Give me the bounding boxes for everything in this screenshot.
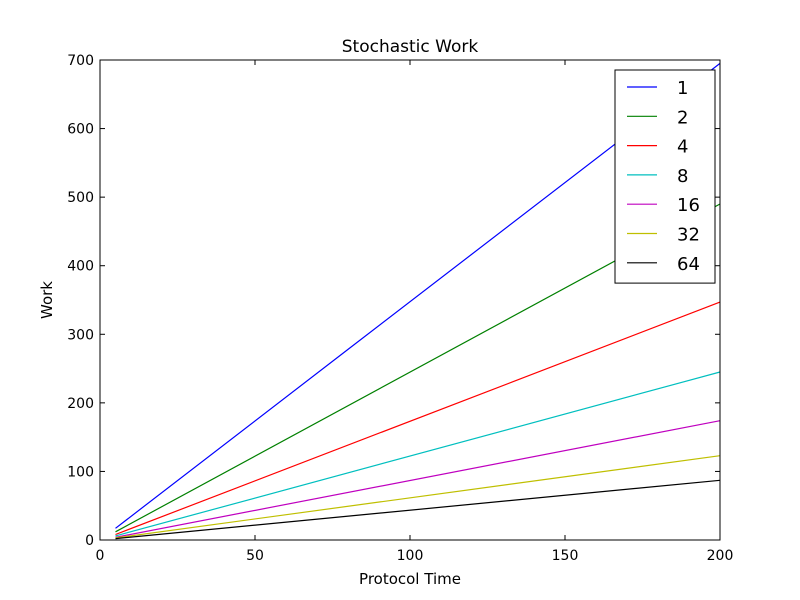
x-tick-label: 50 [246, 548, 264, 564]
legend-label-4: 4 [677, 137, 688, 158]
x-tick-label: 100 [397, 548, 424, 564]
series-line-8 [115, 371, 721, 537]
y-tick-label: 600 [67, 122, 94, 138]
legend-label-32: 32 [677, 225, 700, 246]
x-tick-label: 200 [707, 548, 734, 564]
legend-box [614, 69, 716, 284]
y-tick-label: 700 [67, 53, 94, 69]
chart-title: Stochastic Work [342, 37, 479, 57]
series-layer [115, 62, 721, 540]
series-line-16 [115, 420, 721, 538]
y-axis-label: Work [38, 281, 56, 319]
y-tick-label: 0 [85, 533, 94, 549]
y-tick-label: 300 [67, 327, 94, 343]
legend-label-2: 2 [677, 107, 688, 128]
series-line-64 [115, 479, 721, 540]
y-tick-label: 500 [67, 190, 94, 206]
x-tick-label: 0 [96, 548, 105, 564]
series-line-1 [115, 62, 721, 529]
y-tick-label: 400 [67, 259, 94, 275]
series-line-32 [115, 455, 721, 539]
legend-label-64: 64 [677, 254, 700, 275]
legend-label-1: 1 [677, 78, 688, 99]
legend-label-16: 16 [677, 195, 700, 216]
y-tick-label: 100 [67, 464, 94, 480]
ticks-layer: 0 50 100 150 200 0 100 200 300 400 500 600 700 [67, 53, 733, 564]
legend-label-8: 8 [677, 166, 688, 187]
series-line-4 [115, 301, 721, 536]
legend: 1 2 4 8 16 32 64 [614, 69, 716, 284]
x-axis-label: Protocol Time [359, 570, 461, 588]
x-tick-label: 150 [552, 548, 579, 564]
y-tick-label: 200 [67, 396, 94, 412]
